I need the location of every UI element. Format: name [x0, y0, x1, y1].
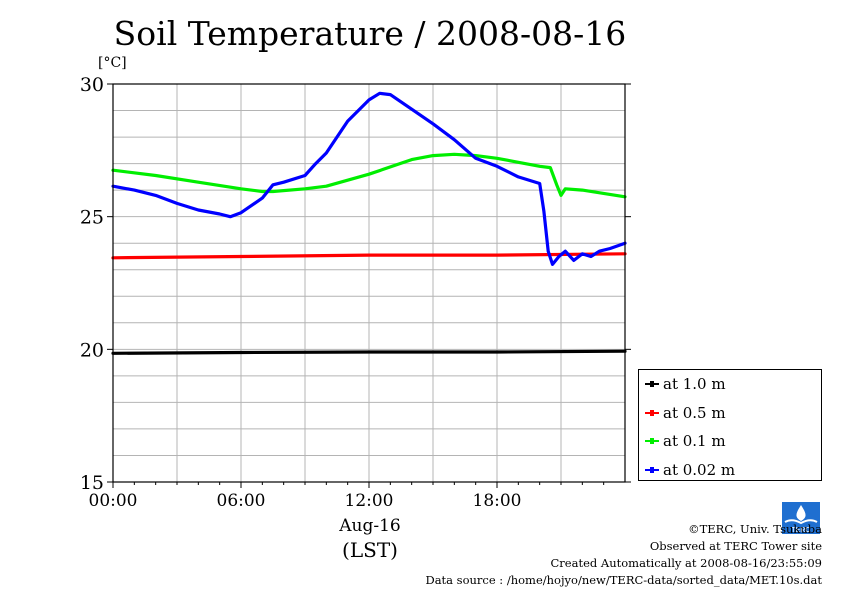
grid-lines [113, 84, 625, 482]
legend-label: at 0.02 m [663, 460, 736, 479]
series-line-3 [111, 91, 627, 266]
legend: at 1.0 m at 0.5 m at 0.1 m at 0.02 m [638, 369, 822, 481]
series-line-2 [111, 152, 627, 199]
logo-text: TERC [791, 527, 810, 534]
series-line-1 [111, 252, 627, 260]
legend-label: at 0.5 m [663, 403, 726, 422]
x-tick-label: 18:00 [473, 491, 522, 511]
legend-item: at 1.0 m [645, 374, 726, 394]
legend-item: at 0.02 m [645, 460, 735, 480]
credit-data-source: Data source : /home/hojyo/new/TERC-data/… [425, 573, 822, 587]
legend-item: at 0.5 m [645, 403, 726, 423]
legend-swatch [645, 466, 659, 473]
x-axis-date-label: Aug-16 [339, 516, 401, 536]
chart-title: Soil Temperature / 2008-08-16 [113, 14, 627, 53]
series-layer [111, 91, 627, 355]
legend-swatch [645, 409, 659, 416]
credits: ©TERC, Univ. Tsukuba Observed at TERC To… [425, 521, 822, 589]
legend-label: at 1.0 m [663, 375, 726, 393]
legend-item: at 0.1 m [645, 431, 726, 451]
y-tick-label: 15 [80, 472, 104, 494]
legend-swatch [645, 438, 659, 444]
x-tick-label: 06:00 [217, 491, 266, 511]
credit-site: Observed at TERC Tower site [649, 539, 822, 553]
y-tick-label: 30 [80, 74, 104, 96]
legend-label: at 0.1 m [663, 432, 726, 450]
x-tick-label: 00:00 [89, 491, 138, 511]
credit-copyright: ©TERC, Univ. Tsukuba [688, 522, 822, 536]
x-axis-zone-label: (LST) [342, 538, 398, 562]
axis-ticks: 15 20 25 30 00:00 06:00 12:00 18:00 [80, 74, 631, 511]
credit-created: Created Automatically at 2008-08-16/23:5… [550, 556, 823, 570]
series-line-0 [111, 349, 627, 355]
x-tick-label: 12:00 [345, 491, 394, 511]
terc-logo-icon: TERC [782, 502, 820, 534]
legend-swatch [645, 381, 659, 387]
y-tick-label: 20 [80, 339, 104, 361]
y-tick-label: 25 [80, 207, 104, 229]
y-axis-unit-label: [°C] [98, 55, 127, 71]
